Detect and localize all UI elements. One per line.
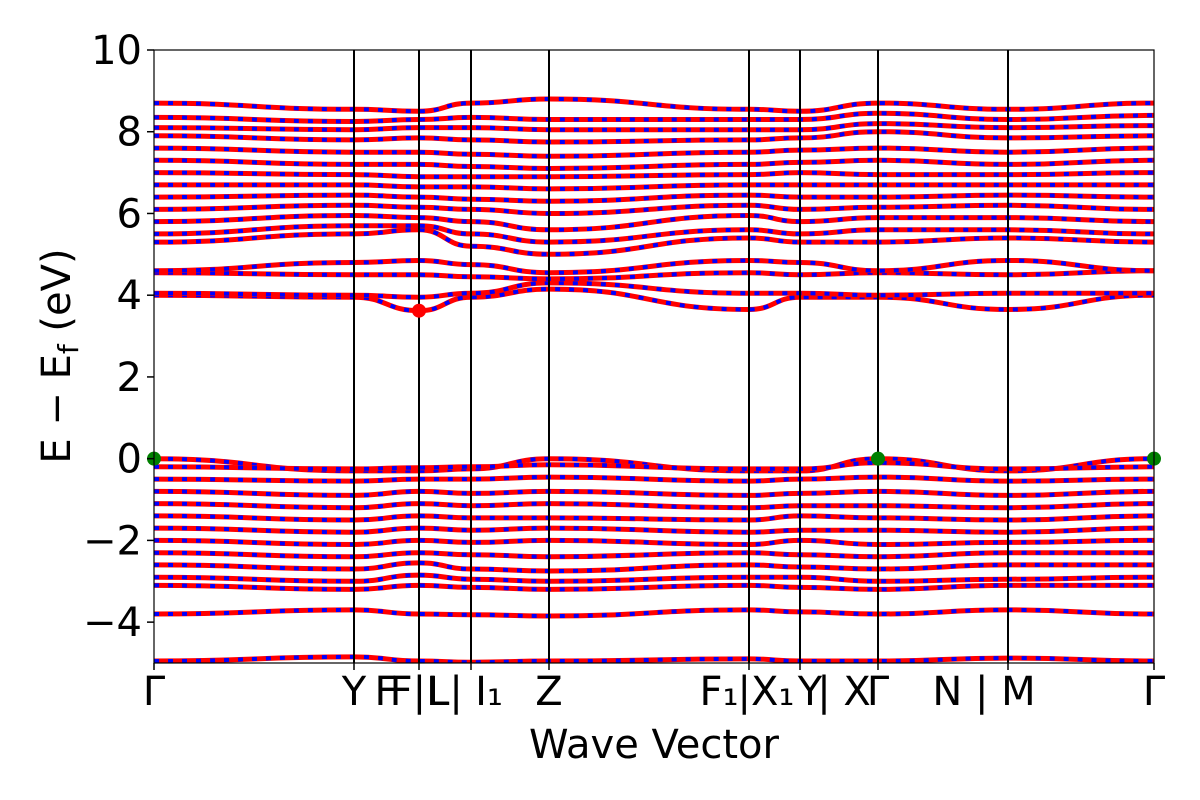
band-line — [154, 257, 1154, 276]
band-line — [154, 146, 1154, 159]
band-line — [154, 203, 1154, 216]
band-line — [154, 96, 1154, 114]
band-line — [154, 96, 1154, 114]
y-tick-label: −4 — [83, 600, 142, 646]
band-line — [154, 280, 1154, 300]
band-line — [154, 654, 1154, 663]
band-line — [154, 582, 1154, 592]
band-line — [154, 157, 1154, 172]
band-line — [154, 526, 1154, 535]
band-line — [154, 268, 1154, 282]
x-tick-label: F — [374, 669, 397, 715]
band-line — [154, 475, 1154, 484]
vbm-marker — [871, 451, 885, 466]
band-line — [154, 501, 1154, 510]
band-line — [154, 111, 1154, 124]
x-tick-label: F₁ — [699, 669, 738, 715]
y-axis-ticks: −4 −2 0 2 4 6 8 10 — [83, 28, 154, 646]
band-line — [154, 525, 1154, 535]
y-tick-label: 10 — [91, 28, 142, 74]
plot-frame — [153, 49, 1155, 664]
band-line — [154, 607, 1154, 619]
x-tick-label: N | M — [932, 669, 1035, 715]
band-line — [154, 280, 1154, 300]
bands-layer — [154, 96, 1154, 663]
band-line — [154, 129, 1154, 145]
x-axis-title: Wave Vector — [529, 722, 780, 768]
y-tick-label: 8 — [117, 110, 142, 156]
x-tick-label: Y — [797, 669, 823, 715]
x-tick-label: I₁ — [475, 669, 503, 715]
band-line — [154, 182, 1154, 192]
band-line — [154, 213, 1154, 232]
band-line — [154, 474, 1154, 484]
band-line — [154, 550, 1154, 559]
x-tick-label: F|L — [390, 669, 449, 715]
band-line — [154, 513, 1154, 523]
band-line — [154, 121, 1154, 133]
band-line — [154, 258, 1154, 275]
band-line — [154, 607, 1154, 619]
x-tick-label: Γ — [143, 669, 166, 715]
x-tick-label: Z — [535, 669, 562, 715]
y-tick-label: 6 — [117, 191, 142, 237]
band-line — [154, 170, 1154, 179]
band-line — [154, 488, 1154, 498]
band-line — [154, 223, 1154, 245]
band-line — [154, 513, 1154, 523]
band-line — [154, 110, 1154, 125]
band-line — [154, 550, 1154, 560]
x-tick-label: L| — [427, 669, 463, 715]
band-line — [154, 583, 1154, 592]
band-line — [154, 202, 1154, 217]
band-line — [154, 182, 1154, 191]
x-tick-label: Γ — [1143, 669, 1166, 715]
x-tick-label: Γ — [867, 669, 890, 715]
cbm-marker — [412, 303, 426, 318]
x-tick-label: |X₁ — [738, 669, 795, 715]
x-tick-label: Y — [341, 669, 367, 715]
band-line — [154, 287, 1154, 313]
band-line — [154, 192, 1154, 204]
band-line — [154, 158, 1154, 171]
x-tick-label: | X — [817, 669, 871, 715]
band-line — [154, 170, 1154, 180]
band-line — [154, 268, 1154, 281]
band-line — [154, 572, 1154, 584]
band-line — [154, 560, 1154, 574]
kpath-lines — [353, 50, 1009, 663]
band-line — [154, 227, 1154, 257]
y-tick-label: 0 — [117, 437, 142, 483]
band-line — [154, 121, 1154, 132]
band-line — [154, 560, 1154, 574]
y-tick-label: 2 — [117, 355, 142, 401]
band-line — [154, 129, 1154, 145]
band-line — [154, 489, 1154, 498]
band-line — [154, 145, 1154, 159]
band-line — [154, 460, 1154, 471]
y-tick-label: 4 — [117, 273, 142, 319]
band-line — [154, 537, 1154, 548]
band-line — [154, 573, 1154, 584]
y-axis-title: E − Ef (eV) — [34, 248, 85, 463]
band-line — [154, 193, 1154, 204]
band-line — [154, 654, 1154, 663]
band-line — [154, 501, 1154, 511]
y-tick-label: −2 — [83, 518, 142, 564]
band-line — [154, 538, 1154, 547]
